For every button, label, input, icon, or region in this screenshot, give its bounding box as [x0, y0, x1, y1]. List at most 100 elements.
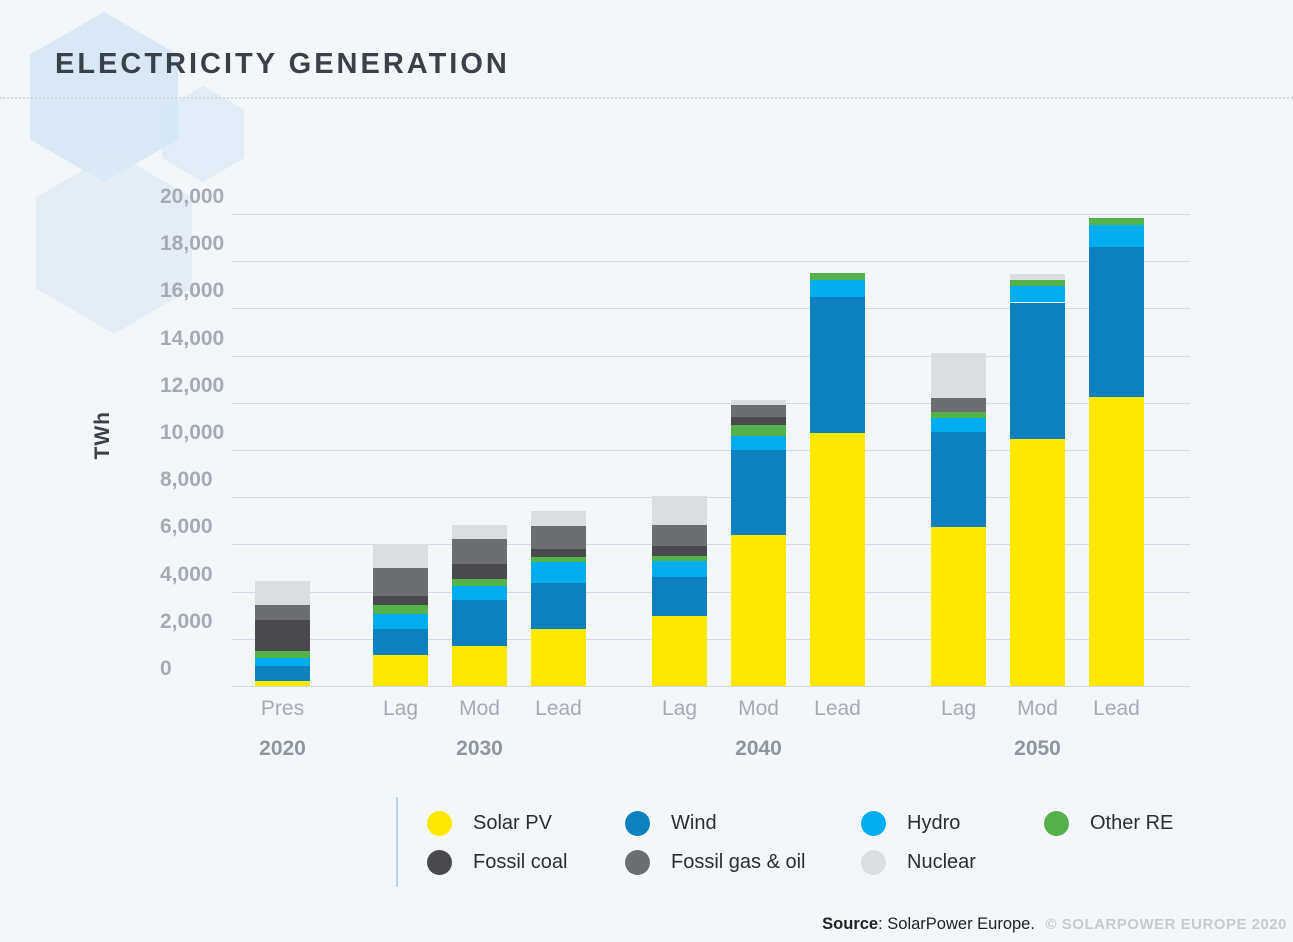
bar-segment-hydro-lag-1 [373, 614, 428, 629]
bar-segment-solar-pv-lag-1 [373, 655, 428, 686]
bar-segment-solar-pv-lead-9 [1089, 396, 1144, 686]
legend-item-solar-pv: Solar PV [427, 810, 552, 836]
legend-item-nuclear: Nuclear [861, 849, 976, 875]
y-gridline [232, 355, 1190, 357]
y-axis-tick-label: 0 [160, 657, 172, 680]
legend-swatch-icon [1044, 810, 1069, 836]
bar-segment-fossil-gas-oil-pres-0 [255, 604, 310, 621]
y-gridline [232, 591, 1190, 593]
legend-item-hydro: Hydro [861, 810, 960, 836]
bar-segment-fossil-coal-lead-3 [531, 548, 586, 557]
x-axis-year-label: 2030 [456, 737, 503, 760]
bar-segment-solar-pv-mod-8 [1010, 439, 1065, 686]
x-axis-category-label: Lead [1093, 697, 1140, 720]
bar-segment-fossil-coal-mod-2 [452, 564, 507, 580]
x-axis-category-label: Lead [535, 697, 582, 720]
bar-segment-other-re-pres-0 [255, 651, 310, 658]
legend-swatch-icon [427, 849, 452, 875]
bar-segment-hydro-lag-4 [652, 561, 707, 578]
x-axis-year-label: 2050 [1014, 737, 1061, 760]
legend-label: Wind [671, 811, 717, 834]
bar-segment-hydro-mod-5 [731, 436, 786, 450]
bar-segment-fossil-coal-pres-0 [255, 620, 310, 652]
legend-label: Fossil coal [473, 850, 568, 873]
y-axis-tick-label: 12,000 [160, 373, 225, 397]
legend-item-wind: Wind [625, 810, 717, 836]
bar-segment-fossil-gas-oil-lead-3 [531, 526, 586, 549]
bar-segment-wind-lag-1 [373, 628, 428, 656]
bar-segment-other-re-lag-7 [931, 411, 986, 418]
bar-segment-solar-pv-pres-0 [255, 681, 310, 686]
bar-segment-fossil-gas-oil-mod-2 [452, 539, 507, 565]
y-axis-tick-label: 6,000 [160, 515, 213, 539]
x-axis-category-label: Mod [738, 697, 779, 720]
y-gridline [232, 544, 1190, 546]
bar-segment-solar-pv-lead-6 [810, 433, 865, 686]
bar-segment-other-re-lag-1 [373, 604, 428, 615]
bar-segment-hydro-lead-9 [1089, 225, 1144, 248]
bar-segment-hydro-lead-6 [810, 280, 865, 297]
bar-segment-nuclear-lag-4 [652, 496, 707, 525]
bar-segment-wind-lag-4 [652, 577, 707, 617]
legend-label: Solar PV [473, 811, 552, 834]
x-axis-category-label: Mod [1017, 697, 1058, 720]
bar-segment-hydro-lag-7 [931, 417, 986, 433]
x-axis-category-label: Lead [814, 697, 861, 720]
bar-segment-other-re-lead-9 [1089, 218, 1144, 226]
y-axis-tick-label: 2,000 [160, 609, 213, 633]
bar-segment-wind-mod-2 [452, 600, 507, 646]
bar-segment-nuclear-lead-3 [531, 510, 586, 527]
bar-segment-fossil-coal-lag-4 [652, 545, 707, 556]
y-gridline [232, 450, 1190, 451]
bar-segment-wind-mod-5 [731, 450, 786, 535]
source-label: Source [822, 915, 879, 933]
y-gridline [232, 638, 1190, 640]
bar-segment-solar-pv-mod-2 [452, 645, 507, 686]
x-axis-year-label: 2040 [735, 737, 782, 760]
bar-segment-other-re-mod-8 [1010, 279, 1065, 287]
bar-segment-nuclear-mod-8 [1010, 273, 1065, 280]
bar-segment-wind-lead-9 [1089, 247, 1144, 397]
page-title: ELECTRICITY GENERATION [55, 48, 510, 80]
title-divider [0, 97, 1293, 99]
bar-segment-solar-pv-lag-7 [931, 526, 986, 686]
bar-segment-nuclear-mod-2 [452, 525, 507, 540]
legend-item-other-re: Other RE [1044, 810, 1173, 836]
bar-segment-wind-mod-8 [1010, 302, 1065, 440]
x-axis-category-label: Pres [260, 697, 305, 720]
bar-segment-hydro-lead-3 [531, 562, 586, 584]
bar-segment-other-re-mod-5 [731, 424, 786, 437]
source-text: : SolarPower Europe. [878, 915, 1035, 933]
x-axis-year-label: 2020 [259, 737, 306, 760]
y-gridline [232, 402, 1190, 404]
y-gridline [232, 214, 1190, 215]
source-line: Source: SolarPower Europe. © SOLARPOWER … [822, 915, 1287, 934]
bar-segment-fossil-coal-mod-5 [731, 416, 786, 425]
bar-segment-fossil-coal-lag-1 [373, 595, 428, 605]
x-axis-category-label: Lag [940, 697, 977, 720]
y-axis-tick-label: 18,000 [160, 232, 225, 256]
legend-item-fossil-gas-oil: Fossil gas & oil [625, 849, 806, 875]
legend-divider-rule [396, 797, 398, 887]
bar-segment-other-re-lead-6 [810, 273, 865, 281]
legend-label: Fossil gas & oil [671, 850, 806, 873]
bar-segment-wind-pres-0 [255, 665, 310, 682]
x-axis-category-label: Lag [382, 697, 419, 720]
bar-segment-other-re-lead-3 [531, 556, 586, 563]
bar-segment-fossil-gas-oil-lag-4 [652, 524, 707, 546]
bar-segment-solar-pv-lead-3 [531, 629, 586, 686]
bar-segment-nuclear-mod-5 [731, 399, 786, 406]
bar-segment-hydro-mod-2 [452, 585, 507, 601]
y-axis-tick-label: 16,000 [160, 279, 225, 303]
copyright-text: © SOLARPOWER EUROPE 2020 [1045, 916, 1287, 933]
y-axis-tick-label: 10,000 [160, 421, 225, 444]
legend-label: Nuclear [907, 850, 976, 873]
x-axis-category-label: Mod [459, 697, 500, 720]
bar-segment-hydro-pres-0 [255, 657, 310, 666]
legend-swatch-icon [427, 810, 452, 836]
legend-swatch-icon [625, 810, 650, 836]
bar-segment-nuclear-lag-1 [373, 544, 428, 569]
legend-label: Other RE [1090, 811, 1174, 834]
legend-swatch-icon [861, 849, 886, 875]
